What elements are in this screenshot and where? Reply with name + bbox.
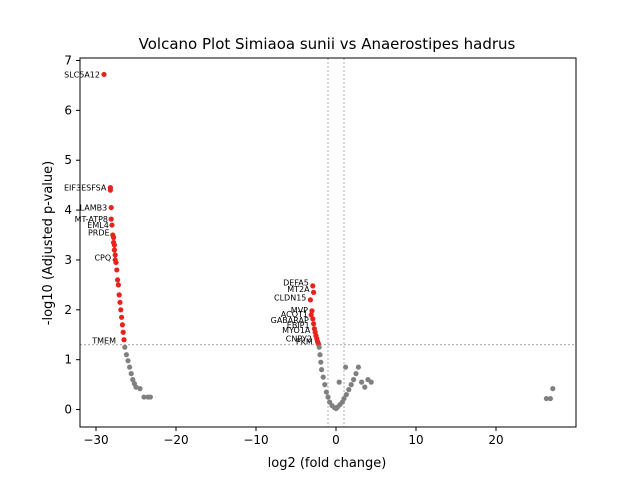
gene-label: DEFA5 [283,278,309,287]
x-tick-label: −10 [243,433,268,447]
gene-label: MT2A [287,285,310,294]
data-point-significant [311,289,317,295]
x-tick-label: 20 [488,433,503,447]
y-tick-label: 1 [64,353,72,367]
x-tick-label: −30 [83,433,108,447]
data-point-non-significant [368,379,374,385]
data-point-non-significant [320,374,326,380]
x-tick-label: −20 [163,433,188,447]
gene-label: EBIP1 [287,321,310,330]
data-point-non-significant [336,379,342,385]
x-tick-label: 10 [408,433,423,447]
data-point-significant [107,187,113,193]
data-point-significant [310,283,316,289]
data-point-significant [114,267,120,273]
data-point-non-significant [133,384,139,390]
data-point-significant [101,71,107,78]
gene-label: ACOT1 [281,310,308,319]
data-point-significant [111,242,117,248]
y-tick-label: 5 [64,153,72,167]
data-point-non-significant [316,344,322,350]
data-point-non-significant [122,344,128,350]
y-tick-label: 2 [64,303,72,317]
y-axis-label: -log10 (Adjusted p-value) [41,161,56,325]
gene-label: PKM [296,338,313,347]
gene-label: CNPY2 [286,335,312,344]
data-point-non-significant [346,387,352,393]
gene-label: MT-ATP8 [75,215,108,224]
data-point-non-significant [137,386,143,392]
data-point-non-significant [343,391,349,398]
y-tick-label: 6 [64,103,72,117]
data-point-non-significant [322,382,328,388]
data-point-non-significant [351,377,357,383]
data-point-non-significant [343,364,349,370]
data-point-significant [108,216,114,222]
data-point-significant [119,322,125,328]
gene-label: CLDN15 [274,293,306,302]
gene-label: MVP [291,306,308,315]
data-point-significant [115,282,121,288]
gene-label: MYO1A [282,326,311,335]
gene-label: EIF3ESFSA [64,184,107,193]
chart-title: Volcano Plot Simiaoa sunii vs Anaerostip… [139,35,516,53]
data-point-non-significant [359,379,365,385]
x-axis-label: log2 (fold change) [268,456,387,471]
data-point-non-significant [550,386,556,392]
data-point-significant [118,307,124,313]
data-point-significant [115,277,121,283]
gene-label: GABARAP [271,316,309,325]
data-point-non-significant [543,395,550,402]
data-point-non-significant [125,358,131,364]
x-tick-label: 0 [332,433,340,447]
data-point-significant [108,204,114,211]
data-point-non-significant [123,352,129,358]
data-point-non-significant [319,367,325,373]
gene-label: SLC5A12 [64,70,100,79]
data-point-non-significant [141,394,147,400]
y-tick-label: 7 [64,53,72,67]
data-point-significant [116,292,122,298]
data-point-non-significant [147,394,153,400]
y-tick-label: 4 [64,203,72,217]
gene-label: EML4 [87,221,109,230]
y-tick-label: 3 [64,253,72,267]
gene-label: CPQ [94,253,111,262]
data-point-significant [109,222,115,228]
data-point-non-significant [318,359,324,365]
data-point-significant [111,247,117,253]
data-point-significant [307,297,313,303]
data-point-non-significant [353,371,359,377]
gene-label: LAMB3 [80,204,108,213]
data-point-non-significant [325,394,331,400]
data-point-non-significant [355,364,361,370]
data-point-non-significant [547,395,554,402]
data-point-non-significant [317,352,323,358]
data-point-non-significant [128,371,134,377]
data-point-non-significant [341,395,347,402]
data-point-significant [310,316,316,322]
data-point-non-significant [130,377,136,383]
plot-frame [79,57,577,428]
data-point-non-significant [348,382,354,388]
y-tick-label: 0 [64,403,72,417]
data-point-significant [117,299,123,305]
data-point-significant [311,321,317,327]
data-point-significant [120,329,126,335]
data-point-significant [113,259,119,266]
gene-label: TMEM [91,337,116,346]
data-point-significant [119,314,125,320]
data-point-non-significant [127,364,133,370]
data-point-significant [121,337,127,343]
data-point-non-significant [362,384,368,390]
data-point-significant [112,252,118,258]
data-point-significant [308,312,314,318]
data-point-significant [111,234,117,241]
data-point-significant [309,308,315,314]
gene-label: PRDE [88,229,110,238]
data-point-non-significant [323,389,329,395]
